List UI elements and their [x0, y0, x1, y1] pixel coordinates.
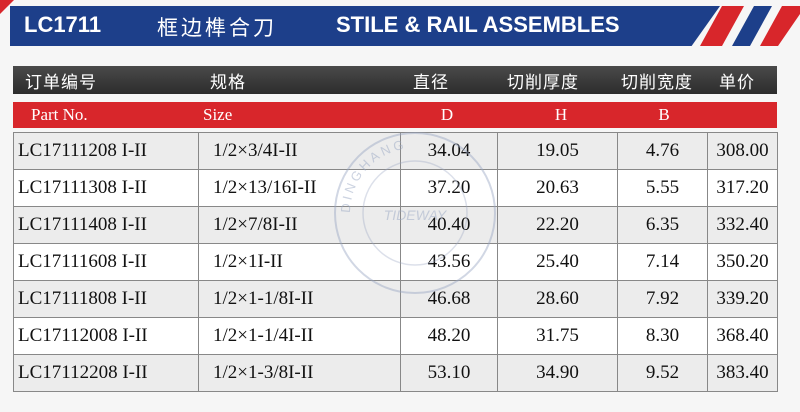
cell-part: LC17112208 I-II [13, 354, 199, 392]
cell-price: 308.00 [707, 132, 778, 170]
cell-h: 19.05 [497, 132, 618, 170]
header-b-en: B [658, 105, 670, 124]
title-banner [10, 6, 720, 46]
cell-b: 7.14 [617, 243, 708, 281]
header-size-en: Size [203, 105, 233, 124]
cell-part: LC17111408 I-II [13, 206, 199, 244]
header-part-cn: 订单编号 [25, 72, 97, 93]
cell-h: 34.90 [497, 354, 618, 392]
table-row: LC17111608 I-II 1/2×1I-II 43.56 25.40 7.… [13, 243, 778, 281]
cell-d: 43.56 [400, 243, 498, 281]
table-row: LC17111408 I-II 1/2×7/8I-II 40.40 22.20 … [13, 206, 778, 244]
cell-b: 7.92 [617, 280, 708, 318]
cell-h: 22.20 [497, 206, 618, 244]
cell-d: 37.20 [400, 169, 498, 207]
header-d-en: D [440, 105, 454, 124]
table-row: LC17112208 I-II 1/2×1-3/8I-II 53.10 34.9… [13, 354, 778, 392]
header-part-en: Part No. [31, 105, 88, 124]
cell-d: 40.40 [400, 206, 498, 244]
cell-price: 339.20 [707, 280, 778, 318]
cell-part: LC17111208 I-II [13, 132, 199, 170]
cell-b: 9.52 [617, 354, 708, 392]
cell-part: LC17111608 I-II [13, 243, 199, 281]
stripe-decoration [700, 6, 800, 46]
title-chinese: 框边榫合刀 [157, 16, 277, 40]
table-row: LC17111208 I-II 1/2×3/4I-II 34.04 19.05 … [13, 132, 778, 170]
cell-price: 332.40 [707, 206, 778, 244]
corner-decoration-left [0, 0, 14, 14]
header-size-cn: 规格 [210, 72, 246, 93]
cell-size: 1/2×1-1/4I-II [198, 317, 401, 355]
cell-price: 368.40 [707, 317, 778, 355]
cell-b: 6.35 [617, 206, 708, 244]
header-price-en [705, 102, 777, 128]
cell-size: 1/2×3/4I-II [198, 132, 401, 170]
header-row-english: Part No. Size D H B [13, 102, 777, 128]
cell-b: 5.55 [617, 169, 708, 207]
cell-d: 34.04 [400, 132, 498, 170]
header-d-cn: 直径 [413, 72, 449, 93]
title-english: STILE & RAIL ASSEMBLES [336, 12, 620, 37]
cell-price: 317.20 [707, 169, 778, 207]
cell-part: LC17112008 I-II [13, 317, 199, 355]
cell-b: 4.76 [617, 132, 708, 170]
cell-part: LC17111308 I-II [13, 169, 199, 207]
cell-h: 28.60 [497, 280, 618, 318]
cell-price: 383.40 [707, 354, 778, 392]
cell-size: 1/2×7/8I-II [198, 206, 401, 244]
cell-h: 25.40 [497, 243, 618, 281]
header-h-cn: 切削厚度 [507, 72, 579, 93]
cell-part: LC17111808 I-II [13, 280, 199, 318]
header-price-cn: 单价 [719, 72, 755, 93]
cell-h: 20.63 [497, 169, 618, 207]
cell-price: 350.20 [707, 243, 778, 281]
cell-d: 48.20 [400, 317, 498, 355]
table-row: LC17111808 I-II 1/2×1-1/8I-II 46.68 28.6… [13, 280, 778, 318]
cell-h: 31.75 [497, 317, 618, 355]
table-row: LC17111308 I-II 1/2×13/16I-II 37.20 20.6… [13, 169, 778, 207]
cell-size: 1/2×13/16I-II [198, 169, 401, 207]
cell-size: 1/2×1-3/8I-II [198, 354, 401, 392]
cell-d: 46.68 [400, 280, 498, 318]
header-b-cn: 切削宽度 [621, 72, 693, 93]
table-row: LC17112008 I-II 1/2×1-1/4I-II 48.20 31.7… [13, 317, 778, 355]
header-row-chinese: 订单编号 规格 直径 切削厚度 切削宽度 单价 [13, 66, 777, 94]
cell-size: 1/2×1-1/8I-II [198, 280, 401, 318]
cell-size: 1/2×1I-II [198, 243, 401, 281]
header-h-en: H [554, 105, 568, 124]
cell-d: 53.10 [400, 354, 498, 392]
cell-b: 8.30 [617, 317, 708, 355]
product-table: LC17111208 I-II 1/2×3/4I-II 34.04 19.05 … [13, 132, 778, 392]
title-code: LC1711 [24, 12, 102, 37]
